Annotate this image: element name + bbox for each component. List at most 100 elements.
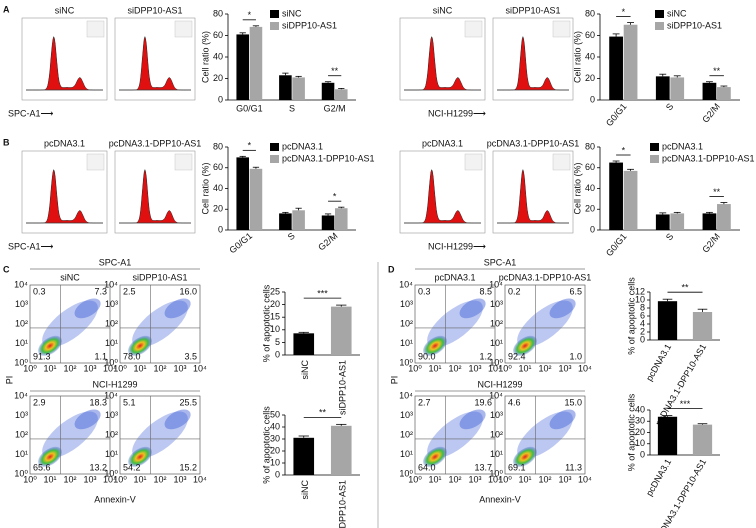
flow-tick-label: 10² bbox=[63, 363, 76, 373]
significance-label: ** bbox=[713, 187, 721, 197]
bar bbox=[657, 301, 678, 340]
y-axis-label: Cell ratio (%) bbox=[572, 162, 582, 214]
flow-tick-label: 10³ bbox=[490, 299, 503, 309]
flow-tick-label: 10² bbox=[105, 318, 118, 328]
quadrant-value: 1.1 bbox=[94, 351, 107, 361]
flow-tick-label: 10³ bbox=[468, 363, 481, 373]
quadrant-value: 69.1 bbox=[508, 462, 526, 472]
flow-tick-label: 10³ bbox=[490, 410, 503, 420]
bar bbox=[334, 208, 348, 230]
group-label: pcDNA3.1-DPP10-AS1 bbox=[487, 138, 580, 148]
flow-tick-label: 10² bbox=[105, 429, 118, 439]
y-tick-label: 6 bbox=[640, 310, 645, 320]
panel-letter: A bbox=[3, 4, 10, 14]
flow-tick-label: 10¹ bbox=[428, 474, 441, 484]
legend-label: siNC bbox=[667, 8, 687, 18]
flow-density bbox=[164, 409, 191, 430]
panel-letter: D bbox=[388, 264, 395, 274]
significance-label: ** bbox=[713, 66, 721, 76]
y-tick-label: 80 bbox=[585, 141, 595, 151]
quadrant-value: 92.4 bbox=[508, 351, 526, 361]
flow-tick-label: 10² bbox=[448, 474, 461, 484]
y-tick-label: 2 bbox=[640, 326, 645, 336]
flow-tick-label: 10³ bbox=[468, 474, 481, 484]
flow-tick-label: 10¹ bbox=[15, 338, 28, 348]
histogram-legend-box bbox=[86, 20, 105, 38]
x-tick-label: G0/G1 bbox=[604, 101, 629, 128]
quadrant-value: 1.0 bbox=[569, 351, 582, 361]
flow-tick-label: 10⁴ bbox=[103, 474, 117, 484]
flow-cloud bbox=[512, 409, 576, 467]
significance-label: ** bbox=[331, 66, 339, 76]
quadrant-value: 2.9 bbox=[33, 397, 46, 407]
flow-tick-label: 10² bbox=[63, 474, 76, 484]
y-tick-label: 0 bbox=[590, 94, 595, 104]
histogram-legend-box bbox=[174, 20, 193, 38]
legend-label: pcDNA3.1 bbox=[662, 141, 703, 151]
flow-cloud bbox=[127, 298, 191, 356]
flow-tick-label: 10⁴ bbox=[488, 363, 502, 373]
y-tick-label: 0 bbox=[218, 94, 223, 104]
quadrant-value: 78.0 bbox=[123, 351, 141, 361]
y-tick-label: 30 bbox=[270, 433, 280, 443]
bar bbox=[292, 210, 305, 230]
flow-tick-label: 10³ bbox=[400, 410, 413, 420]
legend-swatch bbox=[655, 10, 664, 18]
y-tick-label: 25 bbox=[270, 286, 280, 296]
flow-tick-label: 10⁰ bbox=[498, 474, 512, 484]
y-tick-label: 0 bbox=[275, 349, 280, 359]
flow-density bbox=[42, 411, 98, 459]
flow-density bbox=[427, 300, 483, 348]
quadrant-value: 8.5 bbox=[479, 286, 492, 296]
flow-density bbox=[459, 409, 486, 430]
flow-tick-label: 10² bbox=[490, 429, 503, 439]
group-label: siNC bbox=[55, 5, 75, 15]
bar bbox=[717, 87, 731, 100]
flow-tick-label: 10⁰ bbox=[489, 357, 503, 367]
flow-density bbox=[132, 300, 188, 348]
histogram-legend-box bbox=[174, 153, 193, 171]
flow-tick-label: 10¹ bbox=[43, 363, 56, 373]
legend-label: siDPP10-AS1 bbox=[282, 20, 337, 30]
flow-tick-label: 10¹ bbox=[105, 338, 118, 348]
bar bbox=[670, 213, 685, 230]
flow-tick-label: 10⁰ bbox=[399, 357, 413, 367]
flow-tick-label: 10¹ bbox=[400, 449, 413, 459]
flow-tick-label: 10³ bbox=[105, 299, 118, 309]
flow-tick-label: 10² bbox=[448, 363, 461, 373]
flow-cloud bbox=[37, 409, 101, 467]
quadrant-value: 15.2 bbox=[179, 462, 197, 472]
legend-swatch bbox=[650, 155, 659, 163]
quadrant-value: 91.3 bbox=[33, 351, 51, 361]
flow-tick-label: 10⁰ bbox=[14, 357, 28, 367]
y-axis-label: % of apoptotic cells bbox=[261, 406, 271, 484]
legend-swatch bbox=[655, 22, 664, 30]
flow-density bbox=[164, 298, 191, 319]
bar bbox=[321, 82, 335, 100]
quadrant-value: 0.2 bbox=[508, 286, 521, 296]
histogram-legend-box bbox=[464, 153, 483, 171]
bar bbox=[702, 213, 717, 230]
flow-density bbox=[512, 446, 538, 467]
x-tick-label: siNC bbox=[300, 480, 310, 500]
flow-tick-label: 10⁴ bbox=[399, 279, 413, 289]
quadrant-value: 0.3 bbox=[33, 286, 46, 296]
significance-label: ** bbox=[681, 283, 689, 293]
y-tick-label: 20 bbox=[635, 427, 645, 437]
y-tick-label: 30 bbox=[635, 416, 645, 426]
quadrant-value: 3.5 bbox=[184, 351, 197, 361]
y-axis-label: Cell ratio (%) bbox=[572, 31, 582, 83]
histogram-legend-box bbox=[86, 153, 105, 171]
y-tick-label: 40 bbox=[585, 183, 595, 193]
group-label: pcDNA3.1 bbox=[422, 138, 463, 148]
significance-label: * bbox=[333, 192, 337, 202]
flow-tick-label: 10¹ bbox=[105, 449, 118, 459]
flow-tick-label: 10² bbox=[490, 318, 503, 328]
flow-tick-label: 10⁴ bbox=[399, 390, 413, 400]
y-tick-label: 20 bbox=[585, 204, 595, 214]
bar bbox=[293, 333, 315, 355]
y-tick-label: 40 bbox=[213, 183, 223, 193]
flow-tick-label: 10⁰ bbox=[489, 468, 503, 478]
flow-tick-label: 10⁴ bbox=[104, 279, 118, 289]
quadrant-value: 11.3 bbox=[565, 462, 582, 472]
